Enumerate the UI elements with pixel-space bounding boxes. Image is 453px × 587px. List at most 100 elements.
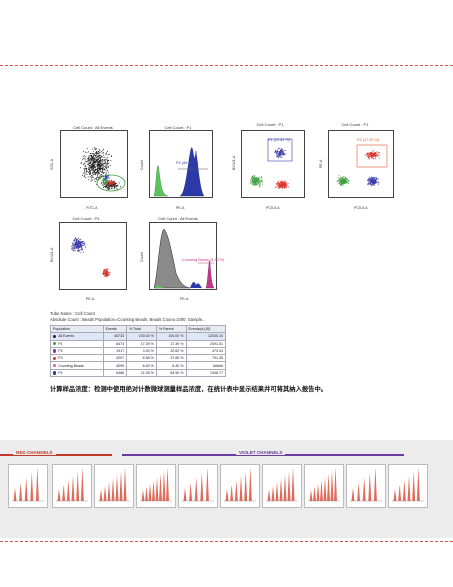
table-row[interactable]: P3 3207 6.58 % 37.85 % 791.35 [50, 354, 226, 363]
column-header: Events/μL(IS) [185, 324, 226, 334]
percent-parent-cell: 8.40 % [155, 361, 187, 370]
x-axis-label: PC5.5-A [266, 206, 280, 210]
plot-title: Cell Count : All Events [158, 216, 198, 221]
concentration-cell: 473.04 [185, 346, 226, 356]
column-header: % Total [126, 324, 157, 334]
scatter-canvas [336, 144, 388, 187]
red-channels-bar [0, 454, 112, 456]
population-color-icon [53, 356, 57, 360]
plot-frame [149, 222, 217, 290]
concentration-cell: 2091.51 [185, 339, 226, 348]
population-color-icon [53, 334, 57, 339]
plot-title: Cell Count : P1 [341, 122, 369, 127]
events-cell: 1917 [102, 346, 128, 356]
column-header: Population [50, 324, 104, 334]
percent-total-cell: 3.93 % [126, 346, 157, 356]
mini-histogram [346, 464, 386, 508]
concentration-cell: ##### [185, 361, 226, 370]
percent-parent-cell: 100.00 % [155, 332, 187, 341]
gate-label-p4: P4 (49.16 %) [176, 161, 199, 165]
mini-histogram [262, 464, 302, 508]
concentration-cell: 12035.10 [185, 332, 226, 341]
percent-total-cell: 17.39 % [126, 339, 157, 348]
plot-frame [60, 130, 128, 198]
events-cell: 3207 [102, 354, 128, 363]
mini-histogram [136, 464, 176, 508]
population-label: P3 [58, 356, 63, 361]
population-label: P1 [58, 341, 63, 346]
mini-histogram [220, 464, 260, 508]
mini-histogram [304, 464, 344, 508]
concentration-caption: 计算样品浓度：检测中使用绝对计数微球测量样品浓度，在统计表中显示结果并可将其纳入… [50, 386, 328, 393]
table-row[interactable]: All Events 48733 100.00 % 100.00 % 12035.10 [50, 332, 226, 341]
population-name: P1 [50, 339, 104, 348]
events-cell: 4095 [102, 361, 128, 370]
x-axis-label: PE-A [86, 297, 95, 301]
gate-label-p1: P1 (22.81 %) [268, 138, 291, 142]
percent-total-cell: 6.58 % [126, 354, 157, 363]
plot-frame [149, 130, 213, 198]
plot-frame [59, 222, 127, 290]
population-name: P2 [50, 346, 104, 356]
population-name: P4 [50, 368, 104, 378]
population-name: P3 [50, 354, 104, 363]
population-label: Counting Beads [58, 363, 84, 368]
percent-parent-cell: 64.90 % [155, 368, 187, 378]
mini-histogram [178, 464, 218, 508]
events-cell: 8474 [102, 339, 128, 348]
mini-histogram [52, 464, 92, 508]
population-label: P4 [58, 370, 63, 375]
x-axis-label: PE-A [180, 297, 189, 301]
population-color-icon [53, 371, 57, 375]
y-axis-label: SSC-A [50, 159, 54, 170]
plot-frame [328, 130, 394, 198]
table-row[interactable]: P4 5486 11.26 % 64.90 % 1348.77 [50, 368, 226, 378]
plot-frame [241, 130, 305, 198]
tube-name: Tube Name : Cell Count [50, 311, 95, 316]
histogram-canvas [153, 147, 208, 197]
events-cell: 5486 [102, 368, 128, 378]
table-row[interactable]: P1 8474 17.39 % 17.39 % 2091.51 [50, 339, 226, 348]
column-header: Events [102, 324, 128, 334]
table-row[interactable]: Counting Beads 4095 8.40 % 8.40 % ##### [50, 361, 226, 370]
table-header-row: Population Events % Total % Parent Event… [50, 324, 226, 334]
column-header: % Parent [155, 324, 187, 334]
x-axis-label: FITC-A [86, 206, 98, 210]
bottom-divider [0, 541, 453, 542]
concentration-cell: 1348.77 [185, 368, 226, 378]
gate-label-counting-beads: Counting Beads (6.30 %) [182, 258, 225, 262]
x-axis-label: PE-A [176, 206, 185, 210]
scatter-canvas [71, 237, 111, 278]
x-axis-label: PC5.5-A [354, 206, 368, 210]
y-axis-label: Count [140, 160, 144, 170]
y-axis-label: PE-A [319, 159, 323, 168]
mini-histogram [8, 464, 48, 508]
scatter-canvas [80, 146, 126, 192]
violet-channels-bar [122, 454, 404, 456]
red-channels-heading: RED CHANNELS [13, 450, 56, 455]
percent-parent-cell: 22.62 % [155, 346, 187, 356]
plot-title: Cell Count : All Events [73, 125, 113, 130]
histogram-canvas [153, 228, 215, 289]
percent-parent-cell: 37.85 % [155, 354, 187, 363]
mini-histogram [388, 464, 428, 508]
plot-title: Cell Count : P1 [164, 125, 192, 130]
table-row[interactable]: P2 1917 3.93 % 22.62 % 473.04 [50, 346, 226, 356]
population-label: All Events [58, 334, 75, 339]
gate-label-p2: P2 (17.00 %) [357, 138, 380, 142]
events-cell: 48733 [102, 332, 128, 341]
concentration-cell: 791.35 [185, 354, 226, 363]
population-color-icon [53, 342, 57, 346]
plot-title: Cell Count : P4 [72, 216, 100, 221]
percent-total-cell: 8.40 % [126, 361, 157, 370]
absolute-count-settings: Absolute Count : Beads Population=Counti… [50, 317, 206, 322]
percent-total-cell: 11.26 % [126, 368, 157, 378]
plot-title: Cell Count : P1 [256, 122, 284, 127]
population-label: P2 [58, 349, 63, 354]
population-stats-table: Population Events % Total % Parent Event… [50, 324, 226, 378]
percent-parent-cell: 17.39 % [155, 339, 187, 348]
population-color-icon [53, 349, 57, 353]
population-color-icon [53, 364, 57, 368]
channels-band: RED CHANNELS VIOLET CHANNELS [0, 440, 453, 538]
y-axis-label: Count [140, 252, 144, 262]
